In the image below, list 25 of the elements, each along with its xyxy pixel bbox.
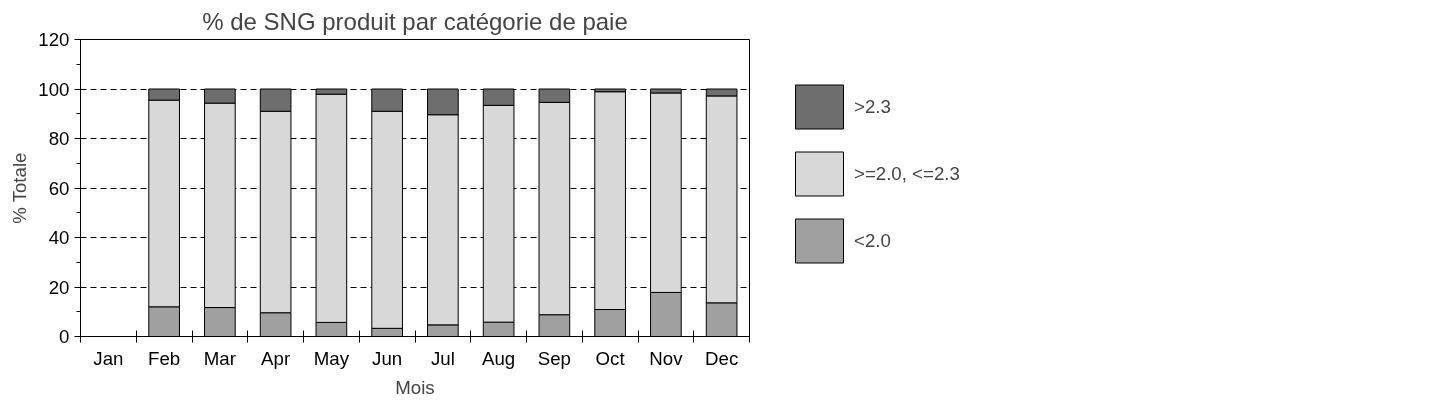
x-tick-label: Mar [203, 347, 236, 369]
x-tick-label: Oct [595, 347, 626, 369]
y-tick-label: 80 [48, 128, 70, 149]
x-tick-label: May [313, 347, 350, 369]
y-tick-label: 20 [48, 276, 70, 298]
x-tick-label: Aug [482, 347, 516, 369]
legend-label: >=2.0, <=2.3 [854, 162, 960, 185]
y-tick-label: 120 [38, 29, 70, 50]
y-axis-title: % Totale [9, 152, 31, 224]
y-tick-label: 40 [48, 227, 70, 248]
x-tick-label: Sep [537, 347, 571, 369]
legend-label: >2.3 [854, 95, 891, 118]
x-tick-label: Apr [261, 347, 291, 369]
x-tick-label: Jun [372, 347, 403, 369]
y-tick-label: 0 [59, 326, 70, 347]
chart-title: % de SNG produit par catégorie de paie [202, 7, 628, 35]
x-tick-label: Jul [430, 347, 455, 369]
x-tick-label: Nov [649, 347, 684, 369]
y-tick-label: 100 [38, 78, 70, 100]
y-tick-label: 60 [48, 177, 70, 199]
x-tick-label: Dec [705, 347, 739, 369]
x-tick-label: Jan [93, 347, 124, 369]
legend-label: <2.0 [854, 229, 891, 252]
x-axis-title: Mois [395, 376, 435, 398]
x-tick-label: Feb [148, 347, 181, 369]
